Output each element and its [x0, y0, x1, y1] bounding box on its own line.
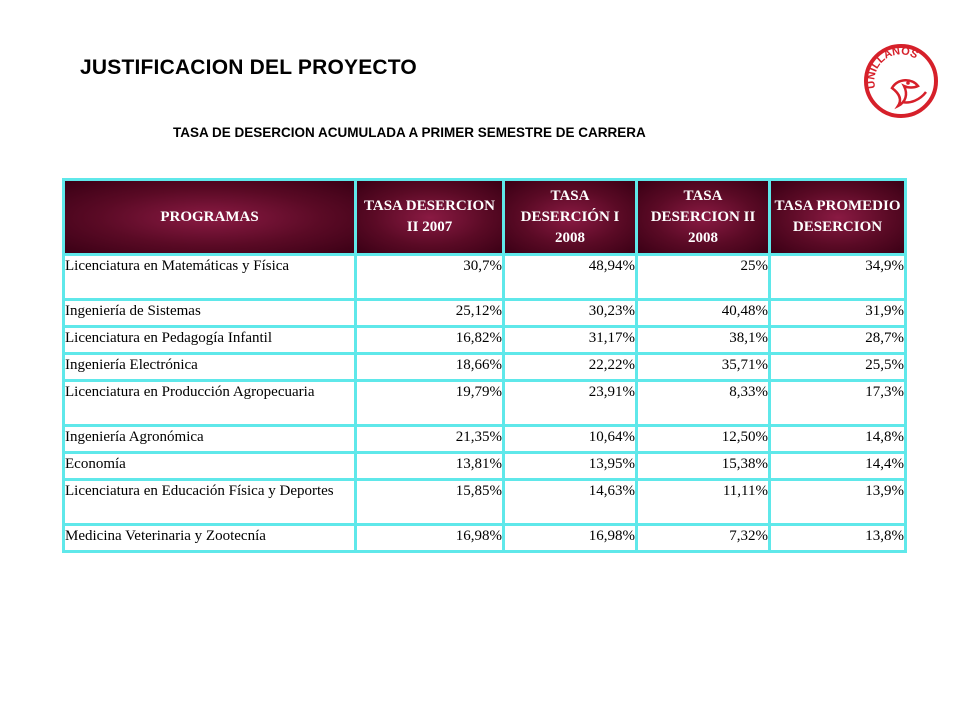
cell-ii-2007: 13,81% — [354, 451, 505, 481]
cell-i-2008: 31,17% — [502, 325, 638, 355]
cell-ii-2007: 16,98% — [354, 523, 505, 553]
table-row: Licenciatura en Producción Agropecuaria … — [62, 379, 907, 427]
cell-promedio: 31,9% — [768, 298, 907, 328]
cell-ii-2008: 15,38% — [635, 451, 771, 481]
cell-promedio: 13,9% — [768, 478, 907, 526]
cell-promedio: 34,9% — [768, 253, 907, 301]
cell-i-2008: 16,98% — [502, 523, 638, 553]
cell-ii-2008: 40,48% — [635, 298, 771, 328]
table-row: Ingeniería Electrónica 18,66% 22,22% 35,… — [62, 352, 907, 382]
cell-ii-2007: 16,82% — [354, 325, 505, 355]
logo-text: UNILLANOS — [865, 45, 920, 89]
svg-text:UNILLANOS: UNILLANOS — [865, 45, 920, 89]
cell-promedio: 14,8% — [768, 424, 907, 454]
cell-programa: Licenciatura en Educación Física y Depor… — [62, 478, 357, 526]
cell-ii-2008: 35,71% — [635, 352, 771, 382]
table-row: Medicina Veterinaria y Zootecnía 16,98% … — [62, 523, 907, 553]
cell-programa: Ingeniería Agronómica — [62, 424, 357, 454]
cell-ii-2007: 30,7% — [354, 253, 505, 301]
cell-ii-2008: 8,33% — [635, 379, 771, 427]
table-row: Licenciatura en Educación Física y Depor… — [62, 478, 907, 526]
desercion-table: PROGRAMAS TASA DESERCION II 2007 TASA DE… — [62, 178, 907, 553]
cell-i-2008: 14,63% — [502, 478, 638, 526]
col-header-ii-2008: TASA DESERCION II 2008 — [635, 178, 771, 256]
cell-i-2008: 23,91% — [502, 379, 638, 427]
cell-programa: Ingeniería de Sistemas — [62, 298, 357, 328]
table-row: Economía 13,81% 13,95% 15,38% 14,4% — [62, 451, 907, 481]
col-header-ii-2007: TASA DESERCION II 2007 — [354, 178, 505, 256]
table-subtitle: TASA DE DESERCION ACUMULADA A PRIMER SEM… — [173, 125, 646, 140]
cell-programa: Economía — [62, 451, 357, 481]
table-row: Ingeniería Agronómica 21,35% 10,64% 12,5… — [62, 424, 907, 454]
col-header-promedio: TASA PROMEDIO DESERCION — [768, 178, 907, 256]
cell-i-2008: 13,95% — [502, 451, 638, 481]
table-row: Ingeniería de Sistemas 25,12% 30,23% 40,… — [62, 298, 907, 328]
cell-programa: Ingeniería Electrónica — [62, 352, 357, 382]
cell-ii-2008: 11,11% — [635, 478, 771, 526]
cell-ii-2008: 25% — [635, 253, 771, 301]
table-row: Licenciatura en Pedagogía Infantil 16,82… — [62, 325, 907, 355]
cell-ii-2008: 38,1% — [635, 325, 771, 355]
cell-promedio: 14,4% — [768, 451, 907, 481]
cell-ii-2007: 21,35% — [354, 424, 505, 454]
cell-ii-2007: 18,66% — [354, 352, 505, 382]
cell-i-2008: 30,23% — [502, 298, 638, 328]
table-row: Licenciatura en Matemáticas y Física 30,… — [62, 253, 907, 301]
cell-programa: Licenciatura en Pedagogía Infantil — [62, 325, 357, 355]
unillanos-logo: UNILLANOS — [864, 44, 938, 118]
page-title: JUSTIFICACION DEL PROYECTO — [80, 56, 417, 79]
cell-ii-2008: 7,32% — [635, 523, 771, 553]
cell-i-2008: 22,22% — [502, 352, 638, 382]
cell-programa: Licenciatura en Matemáticas y Física — [62, 253, 357, 301]
cell-promedio: 13,8% — [768, 523, 907, 553]
cell-ii-2007: 19,79% — [354, 379, 505, 427]
col-header-i-2008: TASA DESERCIÓN I 2008 — [502, 178, 638, 256]
cell-promedio: 17,3% — [768, 379, 907, 427]
cell-ii-2007: 25,12% — [354, 298, 505, 328]
cell-promedio: 28,7% — [768, 325, 907, 355]
cell-i-2008: 10,64% — [502, 424, 638, 454]
cell-programa: Medicina Veterinaria y Zootecnía — [62, 523, 357, 553]
cell-ii-2007: 15,85% — [354, 478, 505, 526]
col-header-programas: PROGRAMAS — [62, 178, 357, 256]
cell-i-2008: 48,94% — [502, 253, 638, 301]
cell-programa: Licenciatura en Producción Agropecuaria — [62, 379, 357, 427]
cell-ii-2008: 12,50% — [635, 424, 771, 454]
cell-promedio: 25,5% — [768, 352, 907, 382]
